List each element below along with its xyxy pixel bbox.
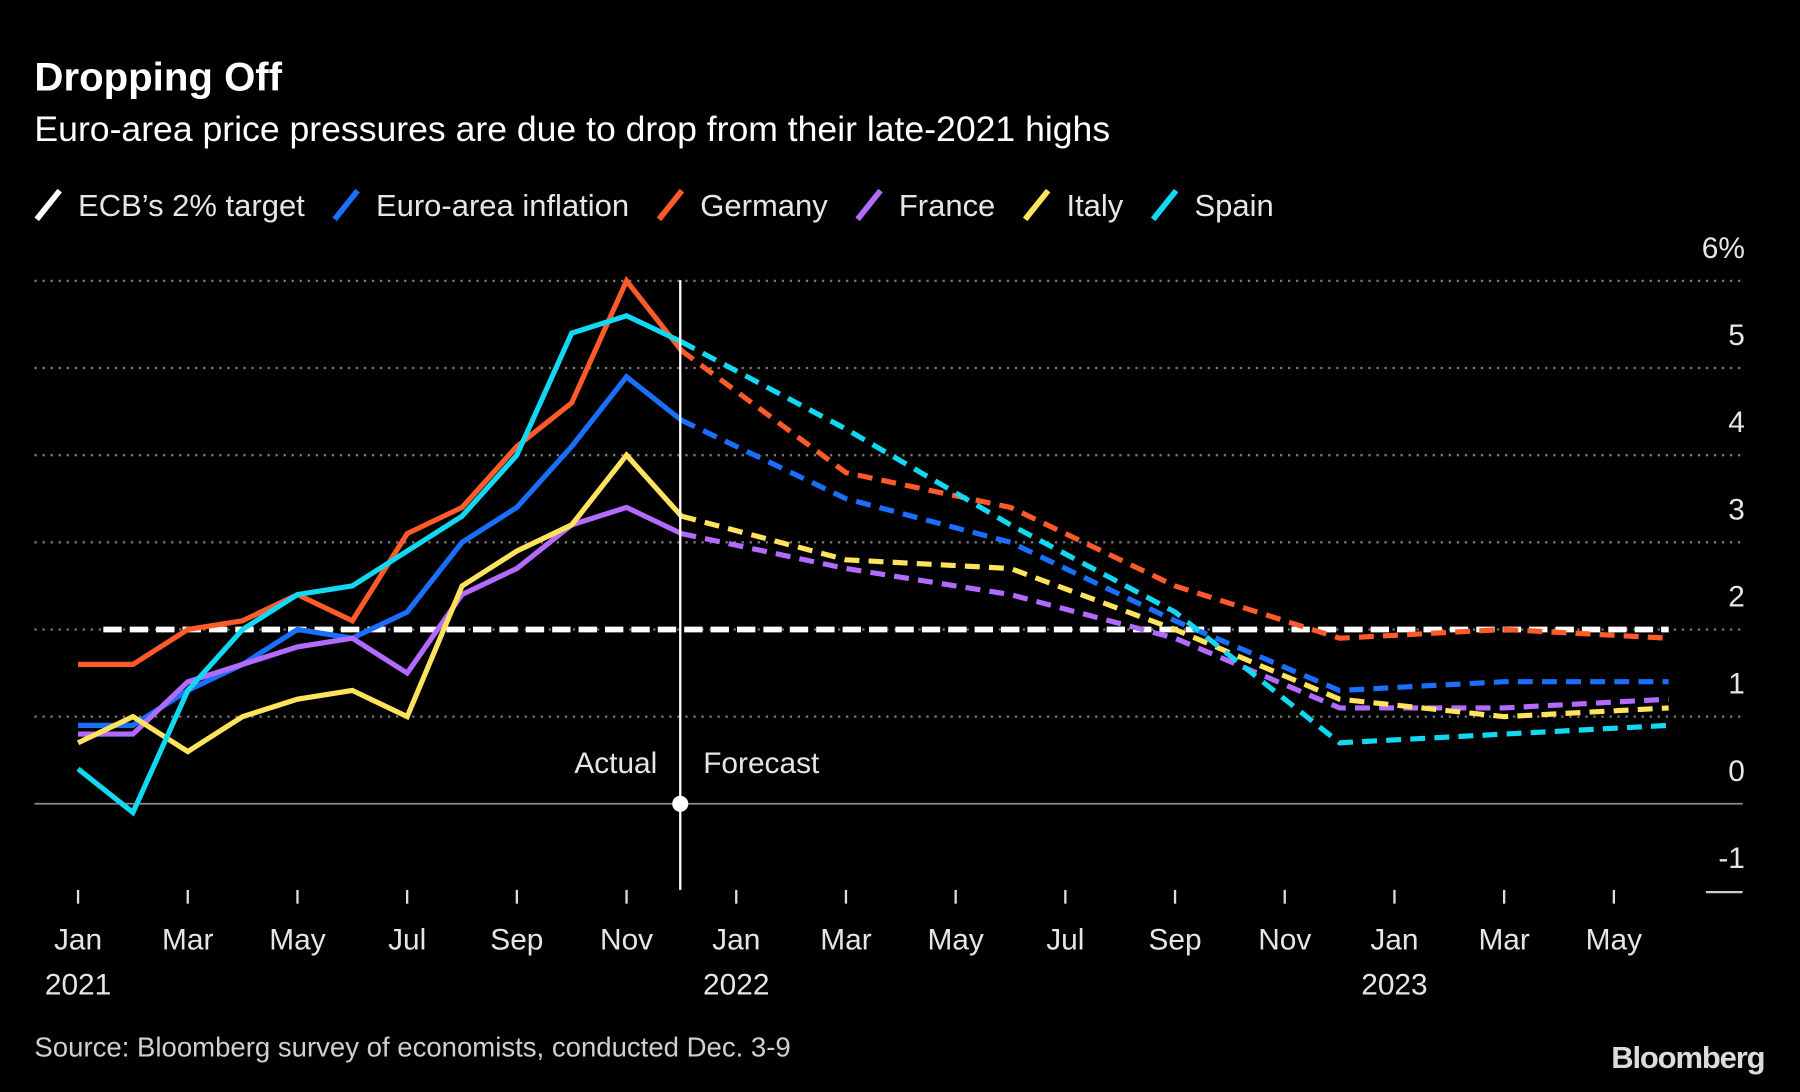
y-tick-label: 4 xyxy=(1728,406,1745,439)
france-forecast-line xyxy=(680,531,1669,711)
x-tick-label: Jan xyxy=(1370,924,1418,957)
x-tick-label: Jan xyxy=(54,924,102,957)
legend-item-euro-area-inflation: Euro-area inflation xyxy=(376,188,629,223)
legend-item-spain: Spain xyxy=(1194,188,1273,223)
y-tick-label: 5 xyxy=(1728,319,1745,352)
chart-title: Dropping Off xyxy=(34,55,282,100)
x-tick-label: Jul xyxy=(388,924,426,957)
series-lines xyxy=(76,275,1669,817)
y-tick-label: 1 xyxy=(1728,668,1745,701)
x-axis: Jan 2021 Mar May Jul Sep Nov Jan 2022 Mar May Jul Se… xyxy=(45,889,1642,1001)
forecast-label: Forecast xyxy=(703,747,820,780)
x-tick-year: 2022 xyxy=(703,968,769,1001)
legend-item-france: France xyxy=(899,188,995,223)
y-axis: 6% 5 4 3 2 1 0 -1 xyxy=(1702,232,1745,875)
x-tick-label: Sep xyxy=(490,924,543,957)
actual-label: Actual xyxy=(574,747,657,780)
x-tick-year: 2023 xyxy=(1361,968,1427,1001)
legend-swatch-euro-area-inflation-icon xyxy=(332,188,360,222)
source-note: Source: Bloomberg survey of economists, … xyxy=(34,1031,790,1062)
y-tick-label: 2 xyxy=(1728,581,1745,614)
actual-forecast-divider: Actual Forecast xyxy=(574,280,820,890)
italy-forecast-line xyxy=(680,513,1669,720)
y-tick-label: 6% xyxy=(1702,232,1745,265)
legend-item-ecb-s-2-target: ECB’s 2% target xyxy=(78,188,305,223)
legend-swatch-italy-icon xyxy=(1022,188,1051,222)
x-tick-label: Jul xyxy=(1046,924,1084,957)
x-tick-label: May xyxy=(1586,924,1642,957)
spain-forecast-line xyxy=(680,339,1669,746)
legend-swatch-ecb-s-2-target-icon xyxy=(34,188,62,222)
y-tick-label: 0 xyxy=(1728,755,1745,788)
legend-swatch-spain-icon xyxy=(1150,188,1179,222)
x-tick-label: May xyxy=(269,924,325,957)
x-tick-label: Sep xyxy=(1148,924,1201,957)
x-tick-label: Nov xyxy=(600,924,653,957)
italy-actual-line xyxy=(76,451,684,755)
legend: ECB’s 2% target Euro-area inflation German… xyxy=(34,188,1274,223)
legend-item-germany: Germany xyxy=(700,188,828,223)
divider-dot xyxy=(672,795,689,812)
euro-area-inflation-actual-line xyxy=(78,373,684,728)
y-tick-label: 3 xyxy=(1728,493,1745,526)
germany-actual-line xyxy=(78,275,684,667)
x-tick-label: Mar xyxy=(162,924,213,957)
chart-subtitle: Euro-area price pressures are due to dro… xyxy=(34,109,1110,149)
x-tick-label: Mar xyxy=(1478,924,1529,957)
x-tick-label: Nov xyxy=(1258,924,1311,957)
y-tick-label: -1 xyxy=(1718,842,1745,875)
euro-area-inflation-forecast-line xyxy=(680,417,1669,694)
legend-swatch-france-icon xyxy=(855,188,883,222)
x-tick-label: May xyxy=(927,924,983,957)
legend-item-italy: Italy xyxy=(1066,188,1123,223)
x-tick-label: Mar xyxy=(820,924,871,957)
x-tick-year: 2021 xyxy=(45,968,111,1001)
gridlines xyxy=(34,279,1743,894)
legend-swatch-germany-icon xyxy=(656,188,685,222)
x-tick-label: Jan xyxy=(712,924,760,957)
germany-forecast-line xyxy=(679,348,1669,641)
france-actual-line xyxy=(78,504,683,737)
bloomberg-logo: Bloomberg xyxy=(1611,1040,1764,1075)
spain-actual-line xyxy=(76,313,683,817)
